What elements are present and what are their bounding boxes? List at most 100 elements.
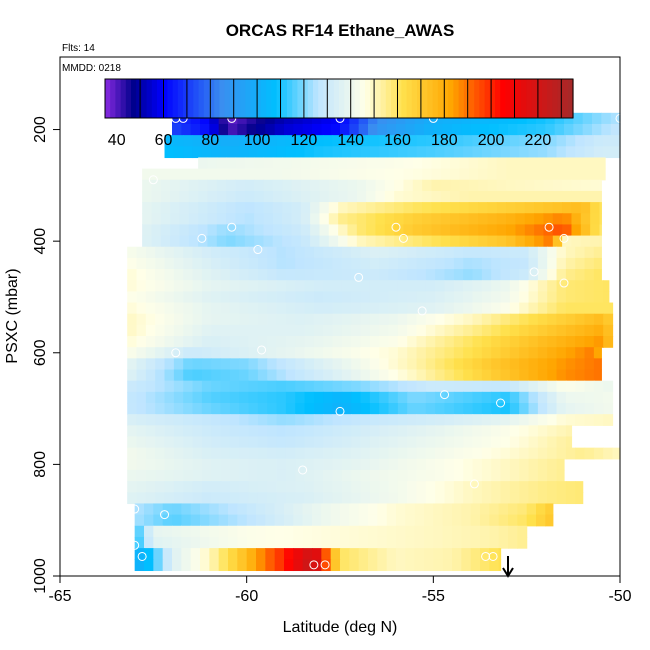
heatmap-cell: [524, 179, 535, 192]
heatmap-cell: [145, 269, 156, 281]
heatmap-cell: [295, 336, 306, 348]
heatmap-cell: [328, 179, 339, 192]
heatmap-cell: [136, 458, 147, 471]
heatmap-cell: [519, 269, 530, 281]
heatmap-cell: [593, 257, 602, 270]
heatmap-cell: [386, 536, 397, 549]
heatmap-cell: [481, 369, 492, 382]
heatmap-cell: [412, 202, 423, 214]
heatmap-cell: [416, 324, 427, 337]
heatmap-cell: [295, 280, 306, 292]
heatmap-cell: [481, 257, 492, 270]
heatmap-cell: [263, 202, 274, 214]
heatmap-cell: [172, 514, 182, 527]
heatmap-cell: [554, 123, 565, 136]
colorbar-segment: [167, 79, 174, 118]
heatmap-cell: [470, 559, 481, 572]
heatmap-cell: [414, 514, 425, 527]
heatmap-cell: [218, 559, 229, 572]
heatmap-cell: [321, 536, 332, 549]
heatmap-cell: [468, 202, 479, 214]
heatmap-cell: [459, 190, 470, 203]
heatmap-cell: [580, 179, 591, 192]
heatmap-cell: [519, 369, 530, 382]
heatmap-cell: [444, 380, 455, 393]
heatmap-cell: [192, 313, 203, 326]
heatmap-cell: [220, 458, 231, 471]
heatmap-cell: [480, 514, 490, 527]
heatmap-cell: [248, 269, 259, 281]
sample-marker: [496, 398, 506, 408]
heatmap-cell: [192, 246, 203, 259]
heatmap-cell: [201, 336, 212, 348]
heatmap-cell: [323, 302, 334, 315]
heatmap-cell: [229, 391, 240, 404]
heatmap-cell: [593, 313, 604, 326]
heatmap-cell: [453, 313, 464, 326]
heatmap-cell: [584, 414, 595, 426]
heatmap-cell: [220, 492, 231, 505]
heatmap-cell: [257, 447, 268, 460]
heatmap-cell: [506, 168, 517, 181]
heatmap-cell: [593, 280, 604, 292]
heatmap-cell: [407, 369, 418, 382]
heatmap-cell: [323, 436, 334, 449]
heatmap-cell: [183, 369, 194, 382]
heatmap-cell: [229, 269, 240, 281]
heatmap-cell: [239, 380, 250, 393]
heatmap-cell: [528, 403, 539, 415]
heatmap-cell: [592, 123, 602, 136]
heatmap-cell: [444, 280, 455, 292]
heatmap-cell: [444, 481, 455, 493]
heatmap-cell: [416, 436, 427, 449]
heatmap-cell: [295, 391, 306, 404]
heatmap-cell: [496, 179, 507, 192]
heatmap-cell: [500, 380, 511, 393]
heatmap-cell: [379, 469, 390, 482]
heatmap-cell: [151, 190, 162, 203]
heatmap-cell: [229, 403, 240, 415]
heatmap-cell: [369, 358, 380, 371]
heatmap-cell: [575, 347, 586, 359]
heatmap-cell: [285, 469, 296, 482]
heatmap-cell: [304, 313, 315, 326]
heatmap-cell: [425, 447, 436, 460]
heatmap-cell: [237, 112, 248, 125]
heatmap-cell: [302, 112, 313, 125]
heatmap-cell: [556, 414, 567, 426]
heatmap-cell: [509, 269, 520, 281]
heatmap-cell: [571, 235, 582, 248]
heatmap-cell: [207, 202, 218, 214]
heatmap-cell: [220, 302, 231, 315]
heatmap-cell: [405, 503, 416, 516]
heatmap-cell: [340, 514, 350, 527]
heatmap-cell: [603, 336, 614, 348]
heatmap-cell: [226, 190, 237, 203]
heatmap-cell: [351, 481, 362, 493]
heatmap-cell: [517, 525, 528, 538]
heatmap-cell: [433, 503, 444, 516]
heatmap-cell: [407, 324, 418, 337]
heatmap-cell: [164, 291, 175, 304]
heatmap-cell: [209, 123, 220, 136]
heatmap-cell: [480, 536, 490, 549]
heatmap-cell: [226, 213, 237, 226]
heatmap-cell: [396, 514, 406, 527]
heatmap-cell: [575, 481, 584, 493]
heatmap-cell: [285, 403, 296, 415]
sample-marker: [398, 233, 408, 243]
heatmap-cell: [565, 369, 576, 382]
heatmap-cell: [500, 492, 511, 505]
heatmap-cell: [173, 436, 184, 449]
heatmap-cell: [508, 112, 518, 125]
heatmap-cell: [356, 190, 367, 203]
heatmap-cell: [388, 269, 399, 281]
heatmap-cell: [537, 336, 548, 348]
heatmap-cell: [435, 425, 446, 438]
heatmap-cell: [145, 447, 156, 460]
heatmap-cell: [424, 503, 434, 516]
heatmap-cell: [369, 347, 380, 359]
heatmap-cell: [192, 403, 203, 415]
date-note: MMDD: 0218: [62, 63, 121, 74]
